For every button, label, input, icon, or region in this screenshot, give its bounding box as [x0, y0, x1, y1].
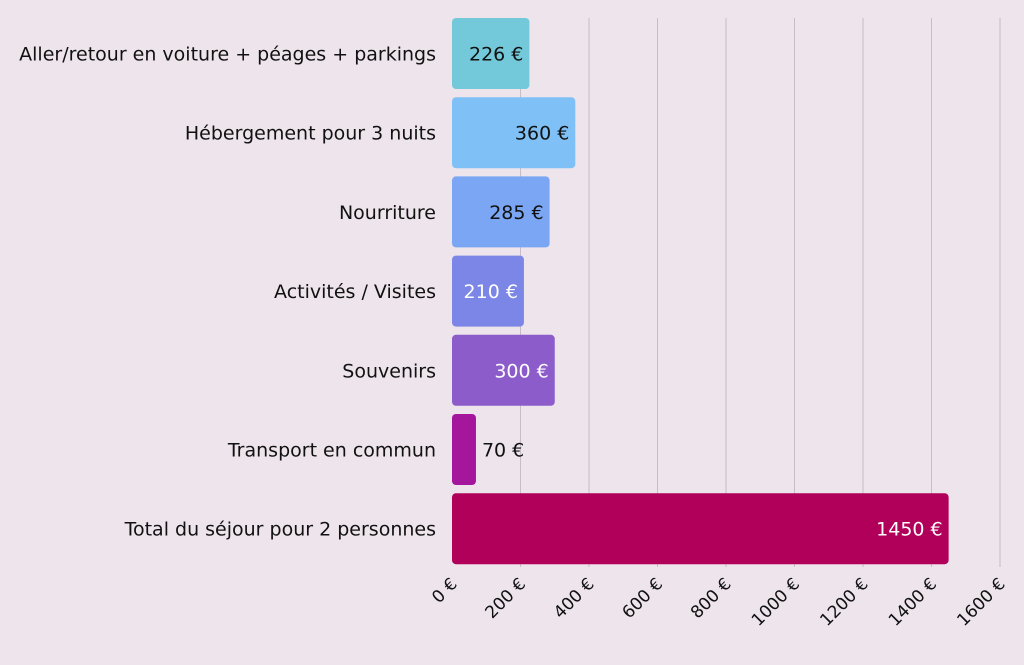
value-label: 300 € — [494, 360, 548, 382]
category-label: Transport en commun — [227, 440, 436, 462]
grid-lines — [520, 18, 1001, 567]
x-tick-label: 200 € — [481, 574, 530, 623]
value-label: 70 € — [482, 440, 524, 462]
x-tick-label: 600 € — [618, 574, 667, 623]
x-tick-label: 0 € — [428, 574, 461, 607]
category-label: Souvenirs — [342, 360, 436, 382]
value-label: 285 € — [489, 202, 543, 224]
x-axis-ticks: 0 € 200 € 400 € 600 € 800 €1000 €1200 €1400 … — [428, 574, 1009, 630]
value-label: 210 € — [464, 281, 518, 303]
bar — [452, 414, 476, 485]
bar — [452, 334, 555, 406]
category-label: Activités / Visites — [274, 281, 436, 303]
x-tick-label: 1600 € — [953, 574, 1009, 630]
x-tick-label: 400 € — [550, 574, 599, 623]
value-label: 1450 € — [876, 519, 942, 541]
value-label: 360 € — [515, 123, 569, 145]
bar — [452, 176, 550, 248]
x-tick-label: 800 € — [687, 574, 736, 623]
category-labels: Aller/retour en voiture + péages + parki… — [19, 44, 436, 541]
category-label: Hébergement pour 3 nuits — [185, 123, 436, 145]
bar — [452, 493, 949, 565]
category-label: Aller/retour en voiture + péages + parki… — [19, 44, 436, 66]
category-label: Nourriture — [339, 202, 436, 224]
value-label: 226 € — [469, 44, 523, 66]
bar — [452, 97, 576, 169]
x-tick-label: 1000 € — [748, 574, 804, 630]
bars — [452, 18, 949, 565]
category-label: Total du séjour pour 2 personnes — [124, 519, 436, 541]
value-labels: 226 € 360 € 285 € 210 € 300 € 70 € 1450 € — [464, 44, 943, 541]
bar — [452, 18, 530, 89]
bar — [452, 255, 524, 327]
x-tick-label: 1400 € — [885, 574, 941, 630]
x-tick-label: 1200 € — [816, 574, 872, 630]
